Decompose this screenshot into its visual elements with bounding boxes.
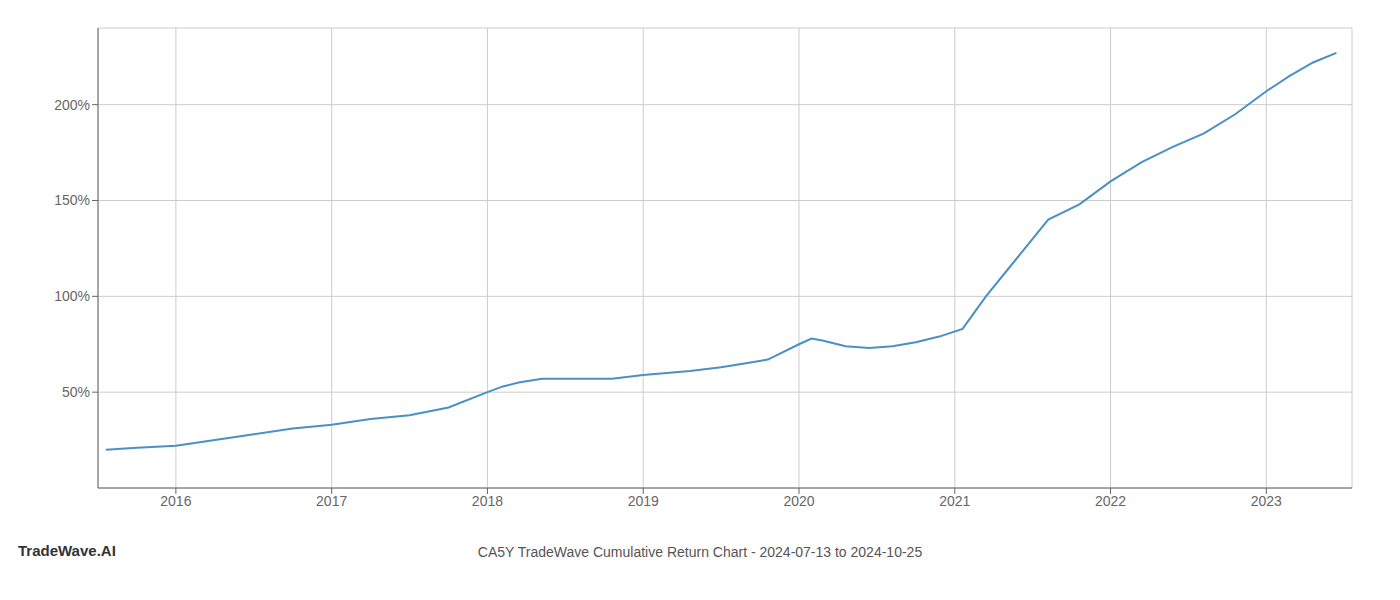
svg-text:2023: 2023 bbox=[1251, 493, 1282, 509]
svg-text:2019: 2019 bbox=[628, 493, 659, 509]
svg-text:2020: 2020 bbox=[783, 493, 814, 509]
html-text:CA5Y TradeWave Cumulative Retu: CA5Y TradeWave Cumulative Return Chart -… bbox=[477, 544, 923, 560]
svg-text:100%: 100% bbox=[54, 288, 90, 304]
svg-text:50%: 50% bbox=[62, 384, 90, 400]
svg-text:2022: 2022 bbox=[1095, 493, 1126, 509]
svg-text:200%: 200% bbox=[54, 97, 90, 113]
svg-text:2018: 2018 bbox=[472, 493, 503, 509]
svg-text:150%: 150% bbox=[54, 192, 90, 208]
html-text:TradeWave.AI: TradeWave.AI bbox=[18, 542, 116, 559]
svg-text:2021: 2021 bbox=[939, 493, 970, 509]
svg-text:2016: 2016 bbox=[160, 493, 191, 509]
svg-text:2017: 2017 bbox=[316, 493, 347, 509]
